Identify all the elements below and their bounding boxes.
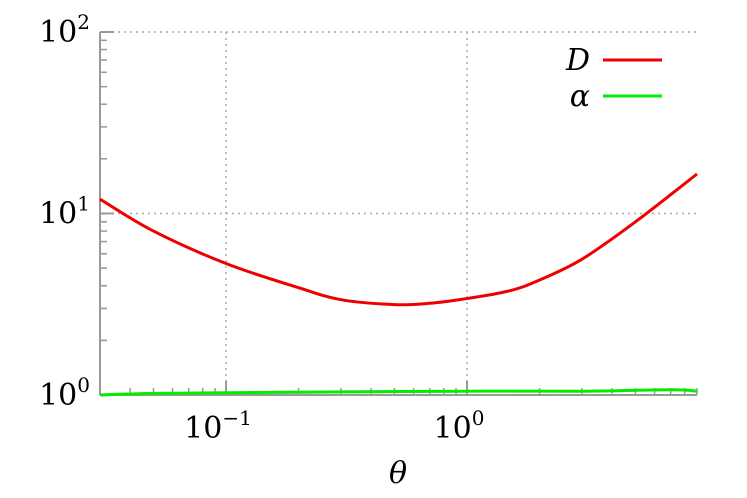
y-tick-base: 10	[39, 378, 77, 413]
y-tick-base: 10	[39, 15, 77, 50]
x-tick-label: 10−1	[184, 406, 252, 446]
grid-lines	[100, 31, 697, 395]
y-tick-base: 10	[39, 197, 77, 232]
x-tick-exponent: 0	[472, 406, 485, 430]
x-tick-exponent: −1	[222, 406, 251, 430]
y-tick-exponent: 0	[77, 373, 90, 397]
y-tick-label: 101	[39, 192, 90, 232]
x-tick-base: 10	[434, 411, 472, 446]
legend-label: α	[570, 79, 590, 114]
series-line-0	[99, 172, 698, 307]
y-tick-label: 102	[39, 10, 90, 50]
y-tick-exponent: 2	[77, 10, 90, 34]
y-tick-exponent: 1	[77, 192, 90, 216]
x-tick-base: 10	[184, 411, 222, 446]
minor-ticks	[99, 31, 698, 396]
series-lines	[99, 172, 698, 397]
axes	[99, 32, 697, 396]
series-line-1	[99, 388, 698, 397]
x-axis-label: θ	[389, 456, 407, 491]
y-tick-label: 100	[39, 373, 90, 413]
legend-label: D	[565, 43, 590, 78]
legend: Dα	[565, 43, 662, 114]
x-tick-label: 100	[434, 406, 485, 446]
